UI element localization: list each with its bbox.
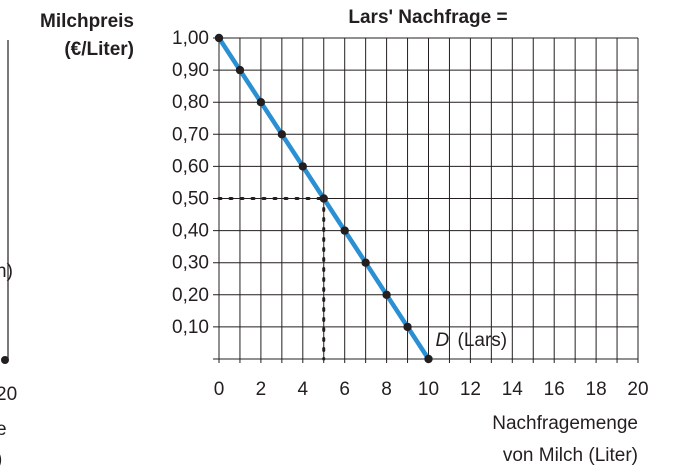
data-point (277, 130, 287, 139)
x-tick-label: 8 (381, 379, 392, 400)
x-tick-label: 0 (214, 379, 225, 400)
x-axis-label: von Milch (Liter) (503, 445, 638, 466)
y-tick-label: 0,30 (172, 253, 209, 274)
x-tick-label: 6 (339, 379, 350, 400)
y-tick-label: 0,80 (172, 92, 209, 113)
x-tick-label: 10 (418, 379, 439, 400)
cropped-point (1, 356, 9, 364)
y-tick-label: 0,90 (172, 60, 209, 81)
data-point (361, 258, 370, 267)
y-tick-label: 0,50 (172, 189, 209, 210)
y-axis-label: (€/Liter) (64, 39, 134, 60)
annotation-label: (Lars) (458, 330, 508, 351)
cropped-text: n) (0, 261, 13, 282)
x-axis-label: Nachfragemenge (492, 413, 638, 434)
data-point (424, 354, 433, 364)
annotation-label: D (436, 330, 450, 351)
chart-title: Lars' Nachfrage = (348, 7, 507, 28)
cropped-text: 20 (0, 384, 17, 405)
y-tick-label: 0,60 (172, 156, 209, 177)
cropped-text: e (0, 419, 7, 440)
x-tick-label: 14 (502, 379, 524, 400)
x-tick-label: 18 (586, 379, 607, 400)
data-point (298, 162, 307, 171)
y-tick-label: 0,40 (172, 221, 209, 242)
data-point (340, 226, 349, 235)
data-point (319, 194, 328, 203)
y-tick-label: 0,20 (172, 285, 209, 306)
x-tick-label: 12 (460, 379, 481, 400)
data-point (403, 322, 412, 332)
x-tick-label: 4 (298, 379, 309, 400)
cropped-text: ) (0, 449, 2, 470)
y-tick-label: 1,00 (172, 28, 209, 49)
y-tick-label: 0,10 (172, 317, 209, 338)
x-tick-label: 20 (627, 379, 648, 400)
x-tick-label: 2 (256, 379, 267, 400)
y-tick-label: 0,70 (172, 124, 209, 145)
data-point (235, 65, 245, 75)
x-tick-label: 16 (544, 379, 565, 400)
y-axis-label: Milchpreis (40, 11, 134, 32)
data-point (256, 98, 266, 107)
data-point (214, 33, 224, 43)
data-point (382, 290, 391, 299)
